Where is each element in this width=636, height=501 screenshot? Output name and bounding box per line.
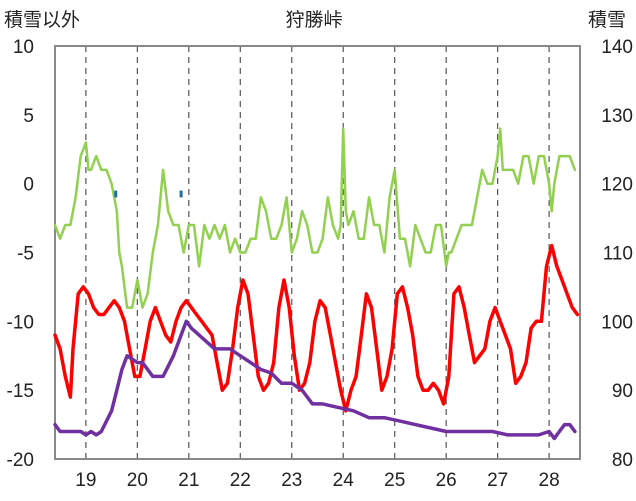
right-tick-label: 80 — [612, 450, 633, 471]
left-tick-label: -20 — [7, 450, 34, 471]
x-tick-label: 23 — [281, 470, 302, 491]
right-axis-label: 積雪 — [588, 9, 626, 31]
left-tick-label: -5 — [17, 244, 34, 265]
chart-title: 狩勝峠 — [285, 9, 342, 31]
right-tick-label: 120 — [601, 175, 633, 196]
x-tick-label: 22 — [230, 470, 251, 491]
right-axis-ticks: 140 130 120 110 100 90 80 — [601, 37, 633, 471]
x-tick-label: 21 — [178, 470, 199, 491]
x-tick-label: 19 — [75, 470, 96, 491]
x-tick-label: 20 — [127, 470, 148, 491]
left-axis-label: 積雪以外 — [4, 9, 80, 31]
series-layer — [53, 127, 580, 441]
left-tick-label: -10 — [7, 312, 34, 333]
right-tick-label: 90 — [612, 381, 633, 402]
right-tick-label: 140 — [601, 37, 633, 58]
right-tick-label: 100 — [601, 312, 633, 333]
x-tick-label: 24 — [333, 470, 355, 491]
right-tick-label: 110 — [603, 244, 633, 265]
plot-frame — [54, 45, 581, 460]
series-green-line — [53, 127, 577, 309]
right-tick-label: 130 — [601, 106, 633, 127]
x-tick-label: 27 — [487, 470, 508, 491]
left-tick-label: -15 — [7, 381, 34, 402]
left-axis-ticks: 10 5 0 -5 -10 -15 -20 — [7, 37, 34, 471]
series-red-line — [53, 243, 580, 413]
x-axis-ticks: 19 20 21 22 23 24 25 26 27 28 — [75, 470, 559, 491]
left-tick-label: 0 — [23, 175, 34, 196]
series-purple-line — [53, 319, 577, 441]
left-tick-label: 5 — [23, 106, 34, 127]
left-tick-label: 10 — [13, 37, 34, 58]
x-tick-label: 25 — [384, 470, 405, 491]
x-tick-label: 26 — [436, 470, 457, 491]
x-tick-label: 28 — [539, 470, 560, 491]
